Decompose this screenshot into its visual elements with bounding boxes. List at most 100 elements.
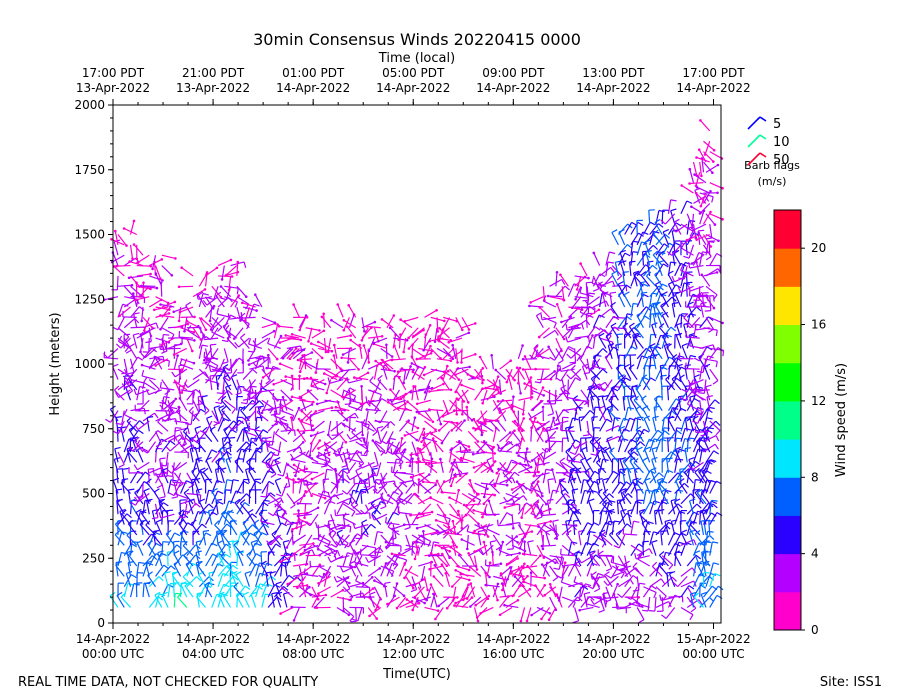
- wind-barb-dot: [301, 582, 304, 585]
- wind-barb-dot: [400, 437, 404, 440]
- wind-barb-dot: [362, 344, 366, 347]
- wind-barb: [530, 420, 545, 425]
- wind-barb-dot: [481, 367, 485, 370]
- wind-barb-flag: [564, 285, 570, 291]
- wind-barb: [616, 500, 620, 515]
- wind-barb-flag: [215, 457, 221, 463]
- wind-barb-flag: [648, 548, 653, 555]
- wind-barb-dot: [347, 613, 351, 617]
- wind-barb-dot: [436, 609, 440, 612]
- wind-barb-dot: [539, 554, 542, 557]
- wind-barb: [636, 253, 646, 266]
- wind-barb: [592, 449, 601, 463]
- wind-barb: [209, 348, 219, 361]
- wind-barb-flag: [592, 379, 596, 386]
- wind-barb-flag: [244, 585, 251, 591]
- wind-barb: [239, 337, 250, 349]
- wind-barb: [465, 503, 476, 516]
- wind-barb: [144, 348, 156, 359]
- wind-barb: [636, 241, 643, 256]
- wind-barb-dot: [518, 546, 522, 550]
- wind-barb: [436, 317, 439, 332]
- wind-barb: [117, 327, 130, 338]
- wind-barb-flag: [617, 593, 623, 598]
- wind-barb: [530, 296, 544, 303]
- wind-barb-flag: [671, 410, 677, 416]
- wind-barb-flag: [652, 250, 659, 256]
- wind-barb: [234, 502, 244, 515]
- wind-barb-flag: [611, 229, 618, 234]
- wind-barb: [399, 420, 410, 432]
- wind-barb-dot: [515, 535, 518, 538]
- wind-barb: [429, 389, 444, 393]
- wind-barb-flag: [269, 571, 276, 574]
- wind-barb: [627, 510, 632, 525]
- wind-barb: [400, 319, 413, 329]
- wind-barb: [175, 472, 182, 487]
- wind-barb-flag: [606, 567, 612, 572]
- wind-barb: [185, 563, 194, 577]
- wind-barb: [392, 368, 403, 380]
- wind-barb-flag: [638, 429, 645, 435]
- wind-barb-flag: [129, 498, 136, 503]
- wind-barb: [142, 555, 153, 567]
- wind-barb: [555, 389, 566, 401]
- wind-barb: [143, 490, 150, 505]
- wind-barb-dot: [429, 344, 432, 348]
- wind-barb-flag: [333, 553, 337, 560]
- wind-barb-dot: [513, 419, 517, 423]
- wind-barb: [575, 286, 582, 300]
- wind-barb: [661, 576, 673, 588]
- wind-barb-flag: [215, 401, 222, 405]
- wind-barb: [460, 573, 475, 577]
- wind-barb-flag: [329, 548, 334, 555]
- wind-barb: [499, 596, 509, 608]
- wind-barb-dot: [310, 477, 314, 481]
- wind-barb: [614, 262, 620, 277]
- wind-barb-dot: [435, 309, 438, 312]
- wind-barb: [260, 440, 275, 443]
- wind-barb: [642, 377, 652, 391]
- wind-barb: [164, 389, 169, 404]
- wind-barb-flag: [222, 322, 229, 327]
- wind-barb: [392, 393, 407, 401]
- wind-barb: [174, 461, 188, 471]
- wind-barb: [240, 533, 250, 546]
- wind-barb-flag: [370, 556, 377, 560]
- wind-barb: [442, 524, 455, 534]
- wind-barb: [555, 285, 566, 298]
- wind-barb-dot: [182, 443, 185, 447]
- wind-barb: [155, 358, 169, 367]
- wind-barb-dot: [393, 369, 396, 373]
- wind-barb-flag: [598, 332, 605, 337]
- wind-barb-dot: [446, 531, 450, 535]
- wind-barb-dot: [197, 324, 200, 328]
- wind-barb-flag: [132, 436, 139, 440]
- wind-barb-dot: [530, 392, 534, 395]
- wind-barb-flag: [594, 588, 600, 593]
- wind-barb-dot: [333, 343, 336, 347]
- wind-barb-dot: [529, 488, 532, 492]
- wind-barb: [373, 586, 382, 600]
- wind-barb: [354, 377, 369, 381]
- wind-barb: [154, 306, 169, 311]
- wind-barb-dot: [503, 603, 506, 607]
- wind-barb-dot: [368, 401, 372, 405]
- wind-barb-dot: [574, 524, 578, 527]
- wind-barb-flag: [598, 387, 605, 392]
- wind-barb: [510, 572, 525, 577]
- wind-barb: [361, 523, 372, 536]
- wind-barb: [208, 572, 213, 587]
- wind-barb: [661, 597, 664, 612]
- wind-barb-flag: [119, 508, 126, 512]
- wind-barb: [452, 586, 457, 601]
- wind-barb: [292, 407, 300, 422]
- wind-barb: [660, 531, 663, 546]
- wind-barb: [265, 438, 269, 453]
- wind-barb: [655, 233, 666, 246]
- wind-barb-flag: [171, 406, 178, 410]
- wind-barb-dot: [180, 370, 184, 374]
- wind-barb-flag: [196, 458, 203, 462]
- wind-barb-flag: [639, 552, 644, 559]
- wind-barb-dot: [330, 376, 334, 380]
